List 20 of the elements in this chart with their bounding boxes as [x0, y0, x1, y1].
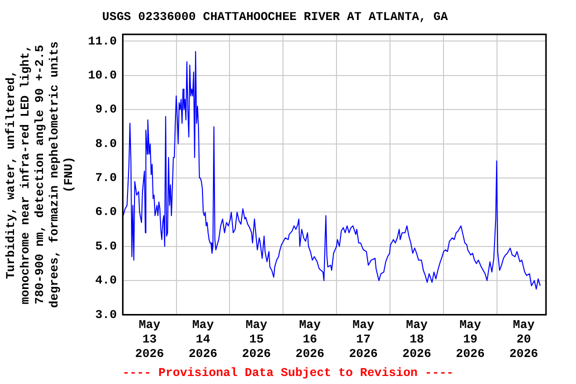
x-tick-label: May 19 2026	[456, 318, 485, 361]
x-tick-label: May 13 2026	[135, 318, 164, 361]
chart-title: USGS 02336000 CHATTAHOOCHEE RIVER AT ATLANTA, GA	[102, 10, 449, 24]
y-axis-title: Turbidity, water, unfiltered, monochrome near infra-red LED light, 780-900 nm, detection angle 90 +-2.5 degrees, formazin nephelometric units (FNU)	[4, 41, 76, 308]
x-tick-label: May 17 2026	[348, 318, 378, 361]
y-tick-label: 4.0	[95, 274, 117, 288]
y-tick-label: 3.0	[95, 308, 117, 322]
y-tick-label: 11.0	[88, 34, 117, 48]
text: ---- Provisional Data Subject to Revision ----	[121, 366, 455, 380]
y-tick-label: 8.0	[95, 136, 117, 151]
x-tick-label: May 14 2026	[188, 318, 218, 361]
y-tick-label: 6.0	[95, 205, 117, 220]
y-tick-label: 5.0	[95, 239, 117, 254]
x-tick-label: May 20 2026	[509, 318, 538, 361]
x-tick-label: May 18 2026	[402, 318, 432, 361]
x-tick-label: May 15 2026	[242, 318, 271, 361]
y-tick-label: 7.0	[95, 171, 117, 186]
y-tick-label: 10.0	[88, 68, 117, 82]
x-tick-label: May 16 2026	[295, 318, 324, 361]
y-tick-label: 9.0	[95, 102, 117, 117]
